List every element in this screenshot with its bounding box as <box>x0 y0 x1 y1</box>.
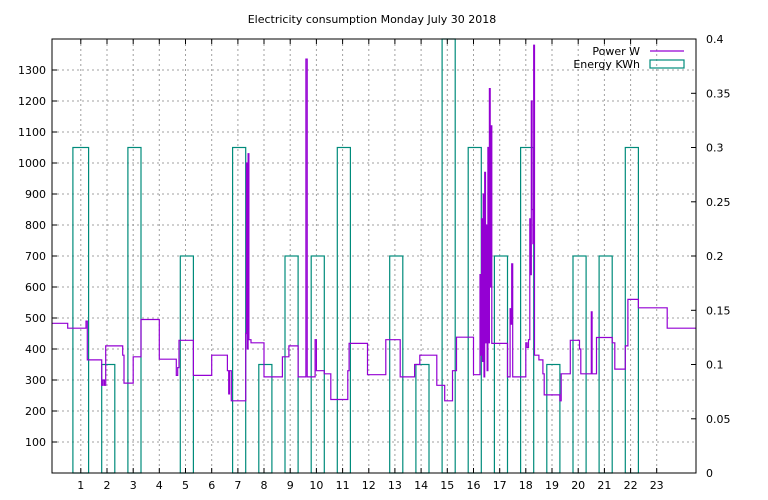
x-tick-label-7: 7 <box>234 479 241 492</box>
x-tick-label-22: 22 <box>624 479 638 492</box>
energy-bar-12 <box>467 146 482 474</box>
energy-bar-16 <box>572 255 587 474</box>
x-axis: 1 2 3 4 5 6 7 8 9 10 11 12 13 14 15 16 17 18 19 20 21 22 23 <box>77 39 664 492</box>
legend-label-energy: Energy KWh <box>573 58 640 71</box>
legend-swatch-energy <box>649 59 685 69</box>
energy-bar-4 <box>232 146 247 474</box>
x-tick-label-21: 21 <box>597 479 611 492</box>
energy-bar-10 <box>415 363 430 474</box>
x-tick-label-16: 16 <box>467 479 481 492</box>
x-tick-label-6: 6 <box>208 479 215 492</box>
x-tick-label-10: 10 <box>309 479 323 492</box>
y-tick-label-300: 300 <box>25 374 46 387</box>
y2-tick-label-7: 0.35 <box>706 87 731 100</box>
x-tick-label-5: 5 <box>182 479 189 492</box>
power-series <box>52 44 696 402</box>
y-tick-label-700: 700 <box>25 250 46 263</box>
x-tick-label-17: 17 <box>493 479 507 492</box>
energy-bar-5 <box>258 363 273 474</box>
y-tick-label-800: 800 <box>25 219 46 232</box>
energy-bar-1 <box>101 363 116 474</box>
energy-bar-8 <box>336 146 351 474</box>
y2-tick-label-5: 0.25 <box>706 196 731 209</box>
energy-bar-9 <box>389 255 404 474</box>
x-tick-label-14: 14 <box>414 479 428 492</box>
y-tick-label-600: 600 <box>25 281 46 294</box>
energy-bar-2 <box>127 146 142 474</box>
y-axis-left: 100 200 300 400 500 600 700 800 900 1000 1100 1200 1… <box>18 64 57 449</box>
y2-tick-label-0: 0 <box>706 467 713 480</box>
legend: Power W Energy KWh <box>573 45 685 71</box>
energy-bar-3 <box>179 255 195 474</box>
y-tick-label-500: 500 <box>25 312 46 325</box>
x-tick-label-1: 1 <box>77 479 84 492</box>
x-tick-label-2: 2 <box>104 479 111 492</box>
y-tick-label-900: 900 <box>25 188 46 201</box>
y-tick-label-1300: 1300 <box>18 64 46 77</box>
x-tick-label-15: 15 <box>440 479 454 492</box>
x-tick-label-9: 9 <box>287 479 294 492</box>
y-axis-right: 0 0.05 0.1 0.15 0.2 0.25 0.3 0.35 0.4 <box>691 33 731 480</box>
x-tick-label-20: 20 <box>571 479 585 492</box>
energy-bar-7 <box>310 255 325 474</box>
x-tick-label-4: 4 <box>156 479 163 492</box>
energy-bar-13 <box>493 255 509 474</box>
y-tick-label-400: 400 <box>25 343 46 356</box>
power-line <box>52 44 696 402</box>
x-tick-label-23: 23 <box>650 479 664 492</box>
y2-tick-label-4: 0.2 <box>706 250 724 263</box>
x-tick-label-13: 13 <box>388 479 402 492</box>
y2-tick-label-6: 0.3 <box>706 142 724 155</box>
y2-tick-label-1: 0.05 <box>706 413 731 426</box>
energy-bar-17 <box>598 255 613 474</box>
energy-bar-18 <box>624 146 639 474</box>
x-tick-label-12: 12 <box>362 479 376 492</box>
x-tick-label-11: 11 <box>336 479 350 492</box>
legend-label-power: Power W <box>592 45 640 58</box>
energy-bar-15 <box>546 363 561 474</box>
y-tick-label-1200: 1200 <box>18 95 46 108</box>
y-tick-label-200: 200 <box>25 405 46 418</box>
y2-tick-label-2: 0.1 <box>706 359 724 372</box>
x-tick-label-19: 19 <box>545 479 559 492</box>
x-tick-label-18: 18 <box>519 479 533 492</box>
y-tick-label-100: 100 <box>25 436 46 449</box>
y-tick-label-1100: 1100 <box>18 126 46 139</box>
y-tick-label-1000: 1000 <box>18 157 46 170</box>
x-tick-label-3: 3 <box>130 479 137 492</box>
y2-tick-label-3: 0.15 <box>706 304 731 317</box>
energy-bar-6 <box>284 255 299 474</box>
x-tick-label-8: 8 <box>261 479 268 492</box>
chart-title: Electricity consumption Monday July 30 2… <box>248 13 497 26</box>
y2-tick-label-8: 0.4 <box>706 33 724 46</box>
